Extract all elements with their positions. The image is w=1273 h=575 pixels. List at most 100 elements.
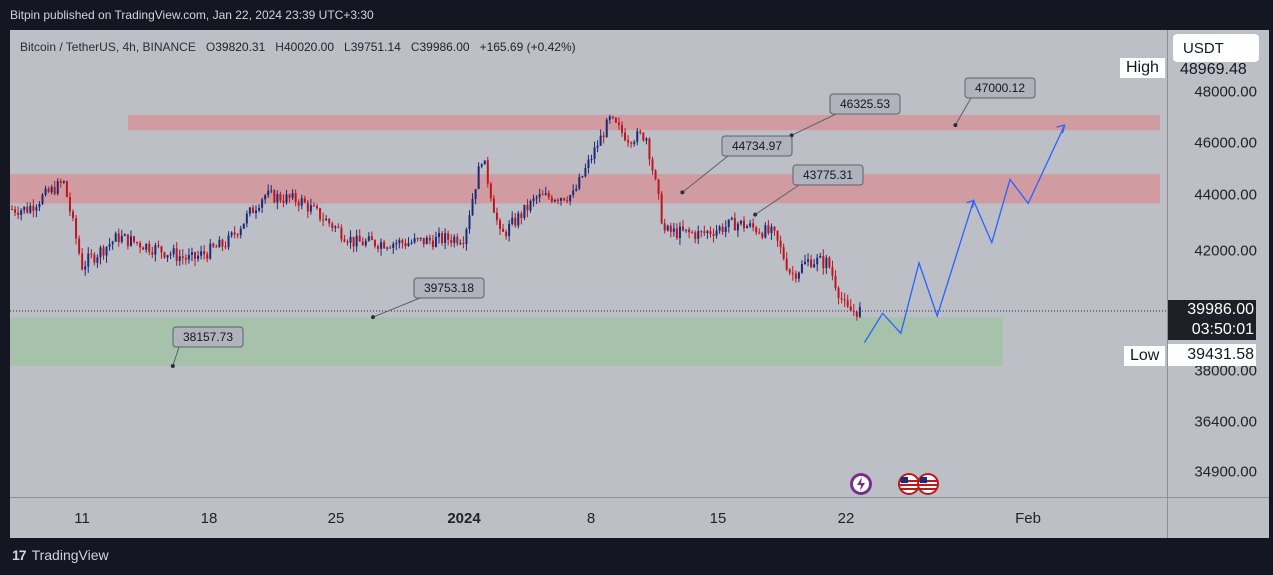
annotation-price: 44734.97 bbox=[732, 139, 782, 153]
candle-body bbox=[624, 132, 627, 141]
candle-body bbox=[160, 246, 163, 253]
candle-body bbox=[163, 252, 166, 258]
candle-body bbox=[520, 213, 523, 218]
candle-body bbox=[401, 240, 404, 244]
candle-body bbox=[358, 235, 361, 242]
tradingview-logo-icon[interactable]: 17 bbox=[12, 547, 27, 563]
candle-body bbox=[727, 219, 730, 227]
candle-body bbox=[669, 225, 672, 232]
candle-body bbox=[663, 223, 666, 231]
candle-body bbox=[120, 235, 123, 243]
annotation-box bbox=[413, 277, 485, 299]
candle-body bbox=[639, 131, 642, 133]
candle-body bbox=[556, 200, 559, 202]
candlestick-chart[interactable]: 47000.12 46325.53 44734.97 43775.31 39753.18… bbox=[10, 30, 1167, 497]
candle-body bbox=[544, 193, 547, 195]
candle-body bbox=[694, 232, 697, 239]
annotation-leader bbox=[682, 155, 729, 193]
candle-body bbox=[569, 195, 572, 202]
candle-body bbox=[114, 233, 117, 242]
candle-body bbox=[398, 240, 401, 244]
time-axis[interactable] bbox=[10, 497, 1167, 538]
candle-body bbox=[413, 238, 416, 243]
zone-support bbox=[10, 317, 1003, 366]
candle-body bbox=[148, 243, 151, 253]
candle-body bbox=[96, 257, 99, 263]
candle-body bbox=[41, 194, 44, 204]
candle-body bbox=[72, 211, 74, 219]
candle-body bbox=[605, 119, 608, 138]
candle-body bbox=[239, 228, 242, 235]
candle-body bbox=[297, 202, 300, 206]
candle-body bbox=[489, 183, 492, 199]
candle-body bbox=[386, 247, 389, 249]
annotation-box bbox=[721, 135, 793, 157]
candle-body bbox=[587, 159, 590, 168]
candle-body bbox=[276, 194, 279, 203]
open-value: 39820.31 bbox=[215, 40, 266, 54]
annotation-box bbox=[829, 93, 901, 115]
candle-body bbox=[23, 206, 26, 211]
candle-body bbox=[352, 236, 355, 247]
candle-body bbox=[392, 243, 395, 249]
candle-body bbox=[608, 116, 611, 120]
candle-body bbox=[206, 254, 209, 259]
projection-arrowhead bbox=[1056, 124, 1066, 134]
candle-body bbox=[255, 210, 257, 214]
price-tick: 38000.00 bbox=[1194, 362, 1257, 380]
candle-body bbox=[843, 299, 846, 301]
candle-body bbox=[340, 227, 343, 240]
candle-body bbox=[825, 257, 828, 269]
candle-body bbox=[111, 241, 114, 245]
candle-body bbox=[325, 218, 328, 221]
candle-body bbox=[541, 194, 544, 196]
high-value: 40020.00 bbox=[283, 40, 335, 54]
candle-body bbox=[505, 231, 508, 237]
candle-body bbox=[453, 236, 456, 243]
candle-body bbox=[242, 223, 245, 229]
time-tick: Feb bbox=[1015, 510, 1041, 527]
annotation-price: 46325.53 bbox=[840, 97, 890, 111]
price-axis[interactable] bbox=[1167, 30, 1269, 497]
chart-plot-area[interactable]: 47000.12 46325.53 44734.97 43775.31 39753.18… bbox=[10, 30, 1167, 497]
candle-body bbox=[428, 237, 431, 241]
candle-body bbox=[279, 194, 282, 201]
candle-body bbox=[810, 259, 813, 268]
candle-body bbox=[133, 236, 135, 242]
candle-body bbox=[11, 209, 13, 210]
candle-body bbox=[468, 215, 471, 230]
candle-body bbox=[785, 258, 788, 270]
candle-body bbox=[837, 288, 840, 298]
high-value-label: 48969.48 bbox=[1180, 61, 1247, 78]
annotation-dot bbox=[371, 315, 375, 320]
candle-body bbox=[50, 186, 53, 193]
us-flag-icon[interactable] bbox=[898, 473, 920, 495]
candle-body bbox=[178, 256, 181, 261]
price-tick: 42000.00 bbox=[1194, 242, 1257, 260]
candle-body bbox=[660, 193, 663, 224]
candle-body bbox=[17, 212, 20, 215]
candle-body bbox=[718, 226, 721, 231]
candle-body bbox=[611, 116, 614, 118]
candle-body bbox=[383, 242, 386, 249]
annotation-box bbox=[172, 326, 244, 348]
axis-corner bbox=[1167, 497, 1269, 538]
time-tick: 8 bbox=[586, 510, 596, 527]
us-flag-icon[interactable] bbox=[917, 473, 939, 495]
candle-body bbox=[602, 135, 605, 138]
price-tick: 48000.00 bbox=[1194, 83, 1257, 101]
candle-body bbox=[675, 228, 678, 239]
lightning-icon[interactable] bbox=[850, 473, 872, 495]
candle-body bbox=[739, 220, 742, 224]
candle-body bbox=[44, 188, 47, 195]
candle-body bbox=[218, 239, 221, 248]
close-label: C bbox=[410, 40, 420, 54]
candle-body bbox=[858, 306, 861, 317]
candle-body bbox=[47, 188, 50, 193]
candle-body bbox=[203, 251, 206, 255]
candle-body bbox=[828, 257, 831, 268]
candle-body bbox=[788, 269, 791, 273]
brand-name[interactable]: TradingView bbox=[31, 547, 109, 563]
currency-selector[interactable]: USDT bbox=[1173, 34, 1259, 62]
candle-body bbox=[309, 205, 312, 212]
